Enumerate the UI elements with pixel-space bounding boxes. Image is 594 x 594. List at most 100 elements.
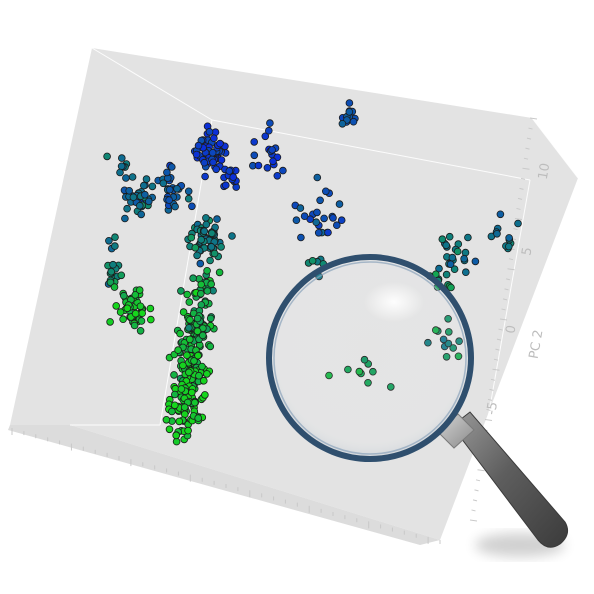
scatter-point-82	[250, 151, 259, 160]
scatter-point-173	[171, 202, 179, 211]
tick-mark-45	[517, 197, 523, 200]
tick-mark-43	[520, 177, 526, 180]
scatter-point-198	[314, 229, 323, 237]
magnifier-rim-highlight	[273, 261, 467, 455]
scatter-point-186	[297, 233, 305, 242]
scatter-point-609	[450, 265, 459, 274]
scatter-point-312	[136, 326, 145, 335]
scatter-point-350	[203, 266, 211, 275]
scatter-point-194	[300, 212, 309, 221]
scatter-point-346	[185, 298, 194, 306]
scatter-point-200	[329, 214, 337, 222]
scatter-point-284	[107, 267, 115, 276]
scatter-point-561	[194, 414, 203, 422]
scatter-point-174	[122, 174, 130, 182]
scatter-point-512	[195, 371, 203, 380]
scatter-point-626	[493, 230, 501, 238]
scatter-points	[103, 99, 522, 446]
plot-floor-panel	[8, 425, 440, 545]
scatter-point-595	[445, 232, 454, 241]
box-edge-top	[91, 47, 213, 121]
scatter-point-269	[111, 233, 119, 242]
scatter-point-139	[137, 210, 146, 219]
scatter-point-432	[179, 308, 188, 316]
scatter-point-204	[321, 187, 330, 196]
box-edge-vertical	[159, 119, 213, 426]
scatter-point-215	[217, 243, 225, 251]
scatter-point-196	[316, 196, 324, 205]
scatter-point-84	[279, 166, 287, 175]
scatter-point-195	[335, 200, 344, 208]
scatter-point-353	[203, 287, 212, 295]
tick-mark-73	[475, 479, 481, 482]
scatter-point-484	[194, 351, 202, 360]
scatter-point-48	[201, 172, 209, 181]
tick-mark-40	[525, 147, 530, 150]
scatter-point-3	[345, 99, 354, 107]
scatter-point-605	[448, 253, 457, 262]
scatter-point-11	[345, 108, 354, 116]
scatter-point-331	[120, 291, 128, 300]
scatter-point-134	[145, 197, 153, 206]
scatter-point-327	[146, 304, 155, 313]
tick-mark-61	[493, 358, 499, 361]
scatter-point-620	[496, 210, 505, 219]
scatter-point-296	[110, 283, 119, 291]
scatter-point-127	[140, 181, 148, 190]
tick-mark-65	[487, 398, 493, 401]
scatter-point-138	[125, 187, 133, 195]
scatter-point-480	[174, 346, 182, 354]
scatter-point-75	[273, 172, 282, 180]
scatter-point-69	[200, 158, 209, 167]
scatter-point-9	[338, 120, 347, 128]
scatter-point-403	[176, 329, 184, 338]
scatter-point-488	[198, 362, 206, 371]
scatter-point-199	[324, 228, 332, 237]
scatter-point-258	[193, 251, 201, 260]
scatter-point-124	[148, 182, 157, 191]
scatter-point-158	[188, 202, 196, 211]
y-tick-label-0: 0	[503, 324, 519, 335]
scatter-point-574	[177, 385, 186, 393]
scatter-point-601	[461, 248, 470, 257]
scatter-point-587	[184, 426, 192, 435]
magnifying-glass-icon	[266, 254, 569, 557]
scatter-point-205	[312, 218, 321, 227]
scatter-point-553	[162, 415, 171, 424]
scatter-point-334	[130, 321, 139, 330]
scatter-point-103	[229, 173, 238, 181]
scatter-point-627	[504, 242, 513, 251]
scatter-point-513	[185, 368, 193, 377]
scatter-point-291	[147, 315, 155, 324]
scatter-point-268	[111, 242, 119, 250]
scatter-point-188	[313, 208, 321, 217]
y-tick-label-minus5: -5	[484, 401, 501, 416]
scatter-point-86	[268, 146, 276, 154]
scatter-point-293	[137, 317, 146, 325]
tick-mark-67	[484, 419, 493, 421]
tick-mark-39	[526, 137, 532, 140]
scatter-point-575	[180, 403, 189, 412]
scatter-point-71	[194, 141, 203, 150]
scatter-point-506	[203, 370, 211, 378]
scatter-point-192	[337, 216, 346, 225]
scatter-point-321	[135, 286, 144, 294]
magnifier-glare	[364, 282, 424, 322]
tick-mark-60	[495, 348, 500, 351]
scatter-point-614	[453, 247, 462, 256]
scatter-point-277	[117, 271, 126, 280]
tick-mark-53	[505, 278, 511, 281]
scatter-point-193	[292, 216, 301, 225]
y-axis-title: PC 2	[527, 329, 547, 360]
tick-mark-77	[469, 519, 478, 522]
scatter-point-197	[296, 204, 305, 212]
scatter-point-208	[206, 256, 214, 265]
tick-mark-55	[502, 298, 508, 301]
scatter-point-354	[215, 268, 224, 277]
scatter-point-347	[183, 290, 192, 299]
scatter-point-253	[187, 233, 196, 242]
scatter-point-282	[109, 260, 117, 269]
tick-mark-64	[489, 388, 494, 391]
scatter-point-179	[117, 162, 126, 171]
scatter-point-313	[136, 302, 145, 311]
